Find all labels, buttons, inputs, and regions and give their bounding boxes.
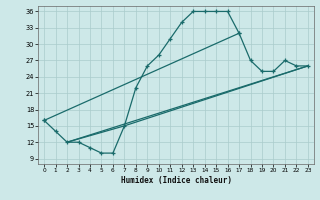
X-axis label: Humidex (Indice chaleur): Humidex (Indice chaleur)	[121, 176, 231, 185]
